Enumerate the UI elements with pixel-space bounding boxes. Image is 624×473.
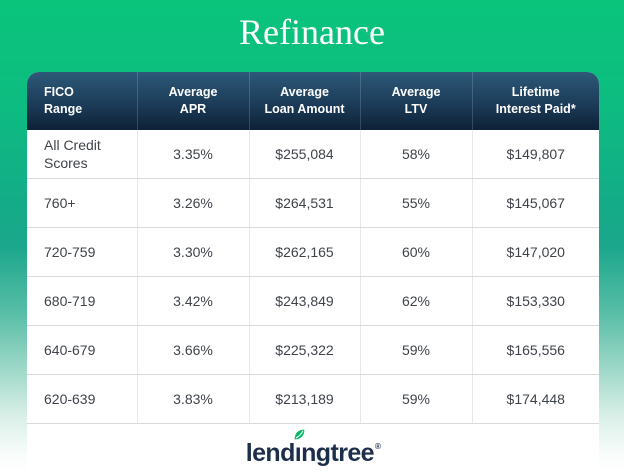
- table-row: 680-719 3.42% $243,849 62% $153,330: [27, 276, 599, 326]
- table-row: 760+ 3.26% $264,531 55% $145,067: [27, 178, 599, 228]
- cell-average-apr: 3.30%: [136, 227, 249, 277]
- table-row: 620-639 3.83% $213,189 59% $174,448: [27, 374, 599, 424]
- cell-lifetime-interest-paid: $153,330: [471, 276, 599, 326]
- refinance-table: FICO Range Average APR Average Loan Amou…: [27, 72, 599, 424]
- cell-average-apr: 3.83%: [136, 374, 249, 424]
- table-row: All Credit Scores 3.35% $255,084 58% $14…: [27, 130, 599, 179]
- table-header: FICO Range Average APR Average Loan Amou…: [27, 72, 599, 130]
- logo-letter-i: ı: [294, 429, 305, 467]
- cell-average-loan-amount: $243,849: [248, 276, 360, 326]
- table-body: All Credit Scores 3.35% $255,084 58% $14…: [27, 130, 599, 424]
- leaf-icon: [294, 429, 305, 440]
- cell-lifetime-interest-paid: $147,020: [471, 227, 599, 277]
- logo-text-ngtree: ngtree: [301, 439, 374, 467]
- cell-average-apr: 3.66%: [136, 325, 249, 375]
- cell-fico-range: All Credit Scores: [27, 130, 137, 179]
- cell-lifetime-interest-paid: $165,556: [471, 325, 599, 375]
- cell-average-ltv: 62%: [359, 276, 472, 326]
- table-header-row: FICO Range Average APR Average Loan Amou…: [27, 72, 599, 130]
- logo-text-lend: lend: [245, 439, 296, 467]
- table-row: 640-679 3.66% $225,322 59% $165,556: [27, 325, 599, 375]
- cell-fico-range: 680-719: [27, 276, 137, 326]
- registered-mark: ®: [374, 442, 381, 451]
- cell-average-ltv: 58%: [359, 130, 472, 179]
- table-row: 720-759 3.30% $262,165 60% $147,020: [27, 227, 599, 277]
- cell-average-loan-amount: $213,189: [248, 374, 360, 424]
- cell-average-apr: 3.35%: [136, 130, 249, 179]
- cell-lifetime-interest-paid: $145,067: [471, 178, 599, 228]
- cell-average-loan-amount: $262,165: [248, 227, 360, 277]
- cell-average-ltv: 55%: [359, 178, 472, 228]
- header-average-apr: Average APR: [136, 72, 249, 130]
- cell-fico-range: 620-639: [27, 374, 137, 424]
- page-title: Refinance: [239, 12, 385, 52]
- cell-average-loan-amount: $255,084: [248, 130, 360, 179]
- header-average-ltv: Average LTV: [359, 72, 472, 130]
- cell-fico-range: 760+: [27, 178, 137, 228]
- cell-average-ltv: 59%: [359, 325, 472, 375]
- cell-fico-range: 720-759: [27, 227, 137, 277]
- cell-average-ltv: 60%: [359, 227, 472, 277]
- lendingtree-logo: lend ı ngtree ®: [27, 429, 599, 467]
- cell-average-loan-amount: $225,322: [248, 325, 360, 375]
- cell-average-ltv: 59%: [359, 374, 472, 424]
- cell-average-loan-amount: $264,531: [248, 178, 360, 228]
- logo-i-glyph: ı: [294, 439, 302, 467]
- cell-average-apr: 3.42%: [136, 276, 249, 326]
- cell-lifetime-interest-paid: $149,807: [471, 130, 599, 179]
- cell-average-apr: 3.26%: [136, 178, 249, 228]
- cell-lifetime-interest-paid: $174,448: [471, 374, 599, 424]
- header-average-loan-amount: Average Loan Amount: [248, 72, 360, 130]
- header-fico-range: FICO Range: [27, 72, 137, 130]
- data-table-panel: FICO Range Average APR Average Loan Amou…: [27, 72, 599, 473]
- cell-fico-range: 640-679: [27, 325, 137, 375]
- header-lifetime-interest-paid: Lifetime Interest Paid*: [471, 72, 599, 130]
